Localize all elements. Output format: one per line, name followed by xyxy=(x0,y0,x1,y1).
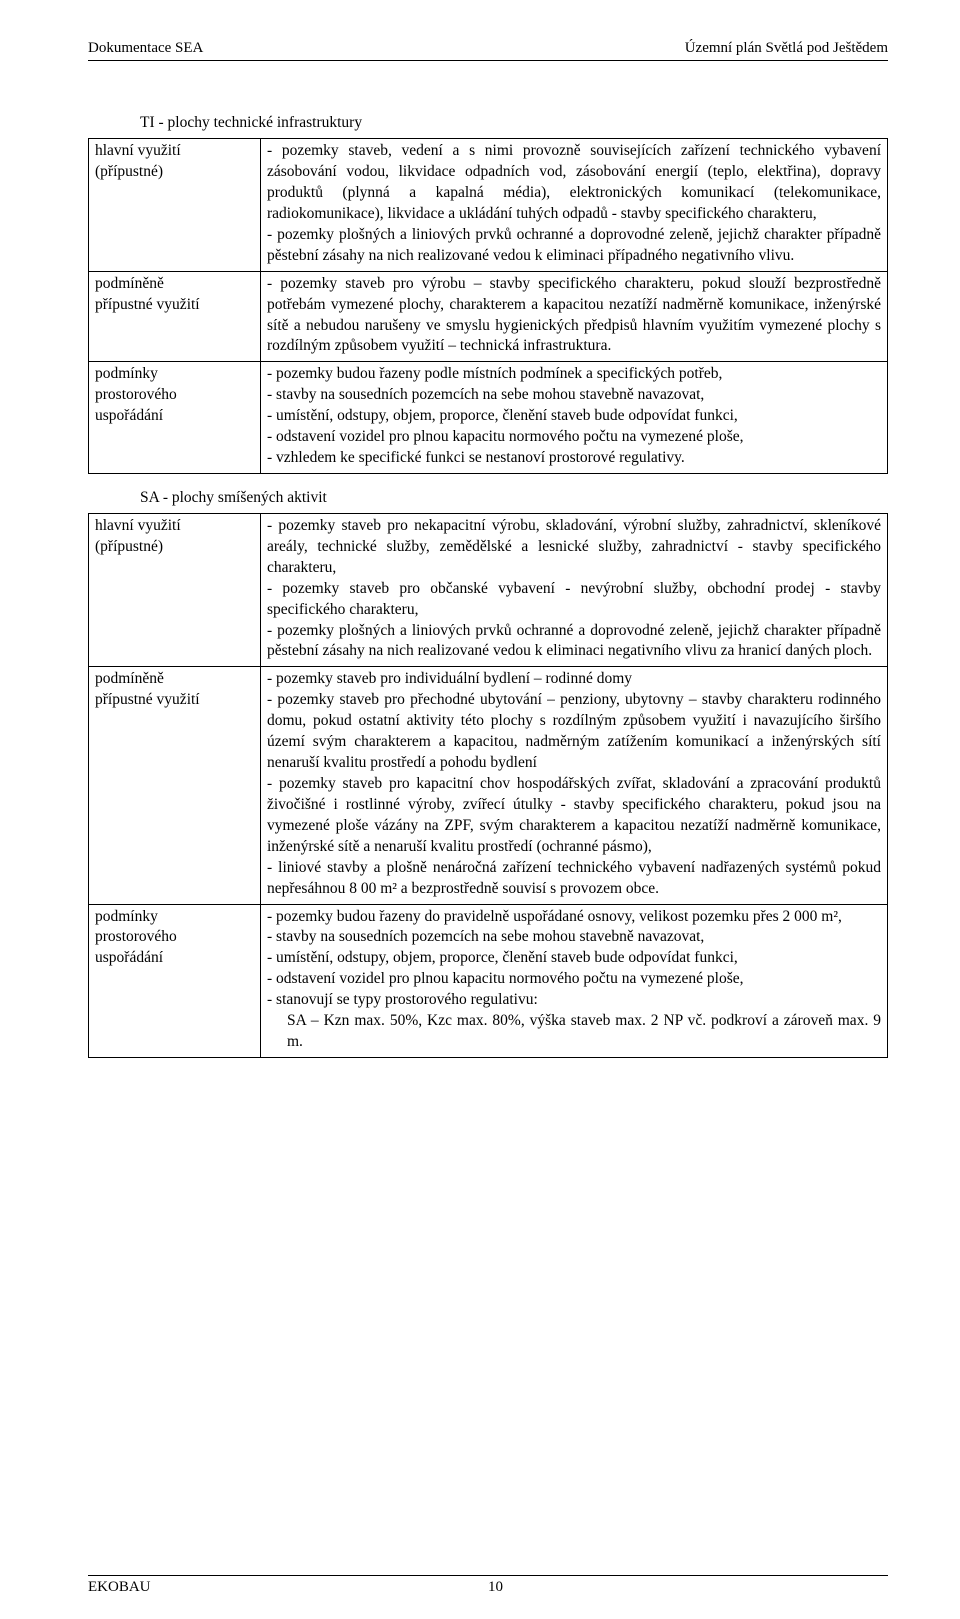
label-line: podmíněně xyxy=(95,274,254,295)
row-label: podmínky prostorového uspořádání xyxy=(89,362,261,474)
content-para: - pozemky staveb, vedení a s nimi provoz… xyxy=(267,141,881,225)
label-line: přípustné využití xyxy=(95,295,254,316)
label-line: prostorového xyxy=(95,927,254,948)
section-title-ti: TI - plochy technické infrastruktury xyxy=(140,113,888,134)
content-para: - pozemky plošných a liniových prvků och… xyxy=(267,225,881,267)
table-row: podmíněně přípustné využití - pozemky st… xyxy=(89,271,888,362)
content-para: - liniové stavby a plošně nenáročná zaří… xyxy=(267,858,881,900)
document-page: Dokumentace SEA Územní plán Světlá pod J… xyxy=(0,0,960,1619)
row-content: - pozemky staveb, vedení a s nimi provoz… xyxy=(261,139,888,272)
label-line: přípustné využití xyxy=(95,690,254,711)
row-label: hlavní využití (přípustné) xyxy=(89,513,261,666)
content-para: - umístění, odstupy, objem, proporce, čl… xyxy=(267,406,881,427)
header-left: Dokumentace SEA xyxy=(88,38,203,58)
row-content: - pozemky staveb pro individuální bydlen… xyxy=(261,667,888,904)
table-row: podmínky prostorového uspořádání - pozem… xyxy=(89,904,888,1057)
content-para: - umístění, odstupy, objem, proporce, čl… xyxy=(267,948,881,969)
content-para: - pozemky budou řazeny podle místních po… xyxy=(267,364,881,385)
content-para: - pozemky staveb pro přechodné ubytování… xyxy=(267,690,881,774)
row-content: - pozemky budou řazeny do pravidelně usp… xyxy=(261,904,888,1057)
content-para: - odstavení vozidel pro plnou kapacitu n… xyxy=(267,427,881,448)
row-label: hlavní využití (přípustné) xyxy=(89,139,261,272)
table-row: hlavní využití (přípustné) - pozemky sta… xyxy=(89,139,888,272)
row-content: - pozemky budou řazeny podle místních po… xyxy=(261,362,888,474)
footer-left: EKOBAU xyxy=(88,1577,488,1597)
row-label: podmíněně přípustné využití xyxy=(89,667,261,904)
content-para: - pozemky plošných a liniových prvků och… xyxy=(267,621,881,663)
content-para: - pozemky staveb pro individuální bydlen… xyxy=(267,669,881,690)
content-para: - stavby na sousedních pozemcích na sebe… xyxy=(267,927,881,948)
row-label: podmínky prostorového uspořádání xyxy=(89,904,261,1057)
footer-rule xyxy=(88,1575,888,1576)
running-header: Dokumentace SEA Územní plán Světlá pod J… xyxy=(88,38,888,58)
label-line: uspořádání xyxy=(95,948,254,969)
label-line: hlavní využití xyxy=(95,516,254,537)
header-rule xyxy=(88,60,888,61)
label-line: podmínky xyxy=(95,364,254,385)
row-label: podmíněně přípustné využití xyxy=(89,271,261,362)
row-content: - pozemky staveb pro výrobu – stavby spe… xyxy=(261,271,888,362)
content-para: - odstavení vozidel pro plnou kapacitu n… xyxy=(267,969,881,990)
header-right: Územní plán Světlá pod Ještědem xyxy=(685,38,888,58)
label-line: (přípustné) xyxy=(95,537,254,558)
content-para-indent: SA – Kzn max. 50%, Kzc max. 80%, výška s… xyxy=(267,1011,881,1053)
content-para: - stavby na sousedních pozemcích na sebe… xyxy=(267,385,881,406)
table-sa: hlavní využití (přípustné) - pozemky sta… xyxy=(88,513,888,1058)
label-line: prostorového xyxy=(95,385,254,406)
label-line: uspořádání xyxy=(95,406,254,427)
content-para: - pozemky staveb pro občanské vybavení -… xyxy=(267,579,881,621)
content-para: - pozemky staveb pro výrobu – stavby spe… xyxy=(267,274,881,358)
content-para: - stanovují se typy prostorového regulat… xyxy=(267,990,881,1011)
footer-page-number: 10 xyxy=(488,1577,503,1597)
row-content: - pozemky staveb pro nekapacitní výrobu,… xyxy=(261,513,888,666)
table-ti: hlavní využití (přípustné) - pozemky sta… xyxy=(88,138,888,474)
label-line: podmíněně xyxy=(95,669,254,690)
content-para: - pozemky staveb pro kapacitní chov hosp… xyxy=(267,774,881,858)
content-para: - pozemky staveb pro nekapacitní výrobu,… xyxy=(267,516,881,579)
label-line: hlavní využití xyxy=(95,141,254,162)
content-para: - vzhledem ke specifické funkci se nesta… xyxy=(267,448,881,469)
section-title-sa: SA - plochy smíšených aktivit xyxy=(140,488,888,509)
running-footer: EKOBAU 10 xyxy=(88,1575,888,1597)
table-row: podmínky prostorového uspořádání - pozem… xyxy=(89,362,888,474)
label-line: podmínky xyxy=(95,907,254,928)
label-line: (přípustné) xyxy=(95,162,254,183)
table-row: podmíněně přípustné využití - pozemky st… xyxy=(89,667,888,904)
content-para: - pozemky budou řazeny do pravidelně usp… xyxy=(267,907,881,928)
table-row: hlavní využití (přípustné) - pozemky sta… xyxy=(89,513,888,666)
